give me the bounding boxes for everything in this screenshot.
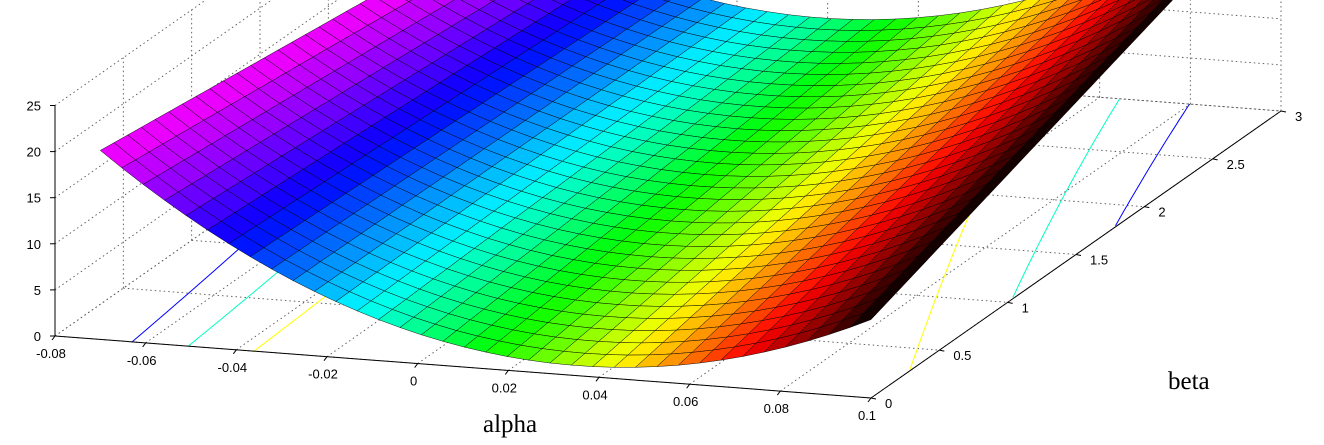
grid-line-z: [54, 0, 273, 152]
grid-line-y: [123, 287, 940, 351]
axes: [50, 105, 1287, 403]
surface-patch: [489, 0, 496, 2]
y-tick-label: 3: [1295, 109, 1302, 124]
y-tick-mark: [1144, 206, 1150, 209]
y-tick-mark: [1007, 301, 1013, 304]
x-tick-label: 0.1: [858, 408, 876, 423]
x-tick-label: 0: [410, 374, 417, 389]
x-tick-label: 0.08: [764, 401, 789, 416]
x-tick-label: -0.08: [36, 346, 66, 361]
x-tick-mark: [686, 383, 691, 389]
x-axis-line: [54, 335, 872, 399]
x-tick-label: -0.06: [127, 353, 157, 368]
tick-labels: -0.08 -0.06 -0.04 -0.02 0 0.02 0.04 0.06 0.08 0.1…: [27, 99, 1303, 424]
surface-patch: [849, 304, 885, 328]
y-tick-label: 1: [1022, 300, 1029, 315]
x-tick-label: -0.04: [218, 360, 248, 375]
x-tick-label: 0.06: [673, 394, 698, 409]
x-tick-mark: [414, 363, 419, 368]
x-tick-mark: [776, 390, 781, 396]
x-tick-mark: [142, 342, 147, 348]
y-tick-label: 0.5: [953, 348, 971, 363]
y-tick-label: 1.5: [1090, 253, 1108, 268]
y-tick-label: 2: [1158, 205, 1165, 220]
x-axis-label: alpha: [483, 411, 537, 438]
x-tick-mark: [51, 335, 56, 341]
grid-line-z: [54, 0, 207, 106]
x-tick-mark: [595, 377, 600, 382]
z-tick-label: 15: [27, 191, 41, 206]
x-tick-mark: [323, 356, 328, 361]
x-tick-label: -0.02: [308, 367, 338, 382]
y-tick-mark: [939, 349, 945, 352]
contour-line: [1012, 98, 1121, 298]
surface-mesh: [99, 0, 1173, 368]
contour-line: [1115, 103, 1190, 226]
surface-patch: [405, 0, 413, 2]
y-axis-label: beta: [1168, 368, 1210, 395]
y-tick-mark: [870, 397, 877, 400]
z-tick-label: 25: [27, 99, 41, 114]
x-tick-mark: [232, 349, 237, 355]
x-tick-mark: [867, 397, 872, 403]
z-tick-label: 10: [27, 237, 41, 252]
z-tick-label: 20: [27, 145, 41, 160]
y-tick-label: 2.5: [1227, 157, 1245, 172]
y-tick-label: 0: [885, 396, 892, 411]
z-tick-label: 0: [34, 329, 41, 344]
z-tick-label: 5: [34, 283, 41, 298]
y-tick-mark: [1212, 158, 1218, 161]
x-tick-mark: [504, 370, 509, 375]
y-tick-mark: [1280, 110, 1287, 113]
x-tick-label: 0.02: [492, 380, 517, 395]
y-tick-mark: [1075, 254, 1082, 256]
x-tick-label: 0.04: [582, 387, 607, 402]
